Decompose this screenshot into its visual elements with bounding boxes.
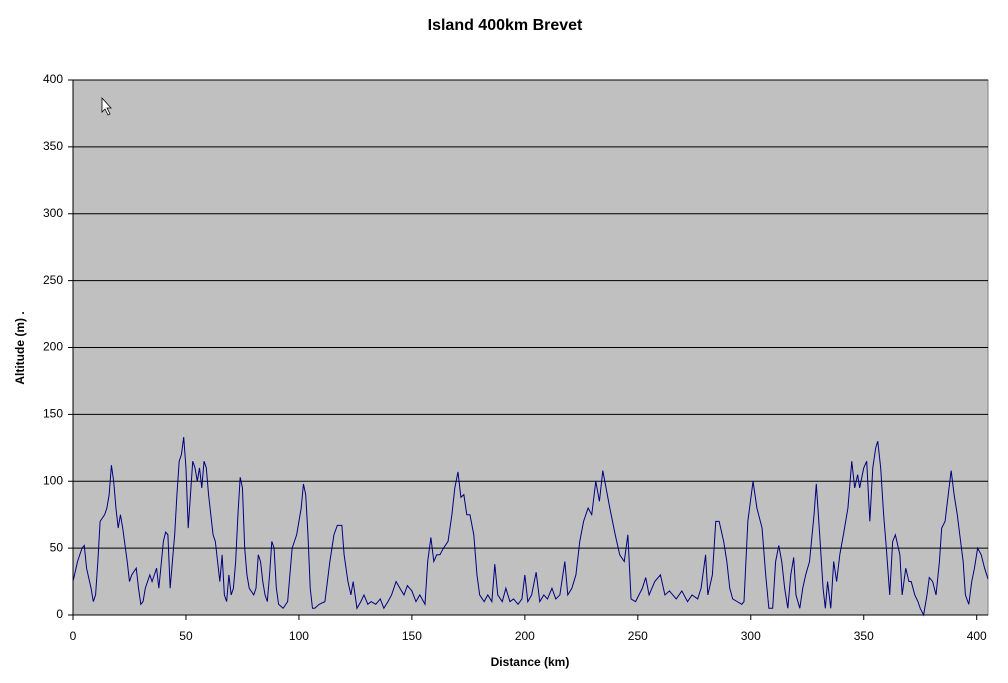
x-axis-label: Distance (km) bbox=[491, 655, 570, 669]
x-tick-label: 0 bbox=[70, 629, 77, 643]
y-tick-label: 0 bbox=[56, 607, 63, 621]
x-tick-label: 50 bbox=[179, 629, 193, 643]
x-tick-label: 100 bbox=[289, 629, 309, 643]
y-tick-label: 250 bbox=[43, 273, 63, 287]
y-tick-label: 300 bbox=[43, 206, 63, 220]
x-tick-label: 350 bbox=[854, 629, 874, 643]
mouse-cursor bbox=[101, 96, 112, 116]
x-tick-label: 300 bbox=[741, 629, 761, 643]
y-axis-label: Altitude (m) . bbox=[13, 311, 27, 384]
y-tick-label: 150 bbox=[43, 407, 63, 421]
y-tick-label: 350 bbox=[43, 139, 63, 153]
x-tick-label: 400 bbox=[967, 629, 987, 643]
y-tick-label: 400 bbox=[43, 72, 63, 86]
x-tick-label: 200 bbox=[515, 629, 535, 643]
chart-title: Island 400km Brevet bbox=[428, 17, 583, 34]
x-tick-label: 250 bbox=[628, 629, 648, 643]
y-tick-label: 100 bbox=[43, 473, 63, 487]
altitude-line bbox=[72, 437, 989, 617]
y-tick-label: 200 bbox=[43, 340, 63, 354]
x-tick-label: 150 bbox=[402, 629, 422, 643]
y-tick-label: 50 bbox=[50, 540, 64, 554]
